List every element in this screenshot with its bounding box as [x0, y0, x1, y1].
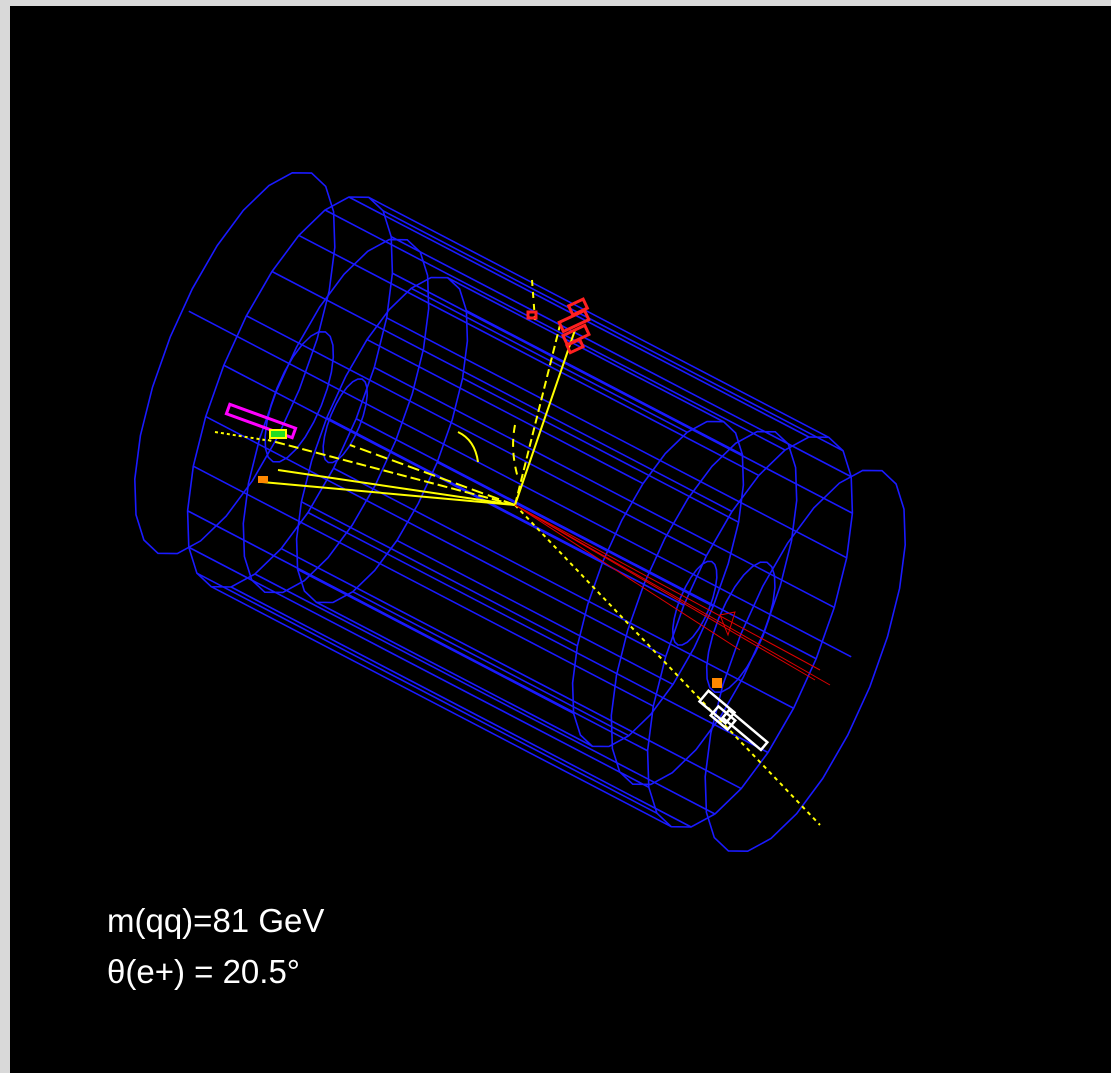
- hit: [719, 611, 736, 637]
- inner-line: [316, 601, 593, 747]
- inner-line: [352, 590, 630, 737]
- inner-line: [301, 501, 578, 647]
- beam-axis: [188, 310, 852, 658]
- detector-wireframe: [133, 171, 907, 853]
- barrel-line: [280, 547, 742, 790]
- angle-label: θ(e+) = 20.5°: [107, 953, 300, 990]
- yellow-tracks: [214, 279, 821, 826]
- end-disc: [704, 469, 907, 853]
- track: [457, 431, 479, 463]
- inner-ring: [322, 378, 369, 464]
- red-cluster: [526, 297, 591, 355]
- track: [514, 329, 576, 506]
- barrel-line: [230, 586, 692, 828]
- event-display: m(qq)=81 GeV θ(e+) = 20.5°: [10, 6, 1111, 1073]
- track: [514, 504, 741, 651]
- track: [277, 469, 516, 506]
- barrel-line: [307, 511, 769, 754]
- barrel-line: [205, 415, 667, 658]
- barrel-line: [187, 510, 648, 752]
- track: [261, 481, 516, 506]
- track: [214, 431, 266, 441]
- barrel-line: [386, 317, 848, 559]
- inner-line: [410, 287, 688, 434]
- barrel-line: [246, 315, 707, 557]
- barrel-line: [192, 465, 654, 707]
- barrel-line: [210, 585, 672, 828]
- inner-line: [447, 277, 724, 423]
- track: [514, 504, 816, 681]
- orange-hit: [712, 678, 722, 688]
- inner-ring: [671, 560, 718, 646]
- orange-hit: [258, 476, 268, 483]
- barrel-line: [324, 209, 786, 451]
- track: [514, 504, 831, 686]
- barrel-line: [348, 196, 810, 438]
- barrel-line: [333, 467, 794, 709]
- barrel-line: [390, 236, 852, 478]
- barrel-line: [368, 196, 830, 439]
- tracks: [214, 279, 831, 826]
- green-cluster: [269, 429, 287, 439]
- white-cluster: [697, 688, 770, 752]
- red-tracks: [514, 504, 831, 686]
- end-disc: [133, 171, 336, 555]
- track: [512, 424, 519, 479]
- barrel-line: [382, 210, 844, 452]
- barrel-line: [373, 366, 835, 609]
- track: [349, 444, 516, 506]
- inner-line: [462, 377, 739, 523]
- barrel-line: [223, 364, 685, 606]
- inner-ring: [264, 330, 335, 463]
- inner-line: [366, 338, 644, 485]
- magenta-cluster: [224, 402, 298, 440]
- cell: [564, 337, 586, 355]
- track: [514, 504, 821, 671]
- inner-line: [436, 461, 714, 607]
- inner-line: [297, 568, 575, 715]
- barrel-line: [271, 270, 733, 513]
- mass-label: m(qq)=81 GeV: [107, 902, 324, 939]
- inner-line: [396, 539, 674, 686]
- inner-line: [326, 417, 604, 563]
- track: [267, 439, 516, 506]
- barrel-line: [196, 572, 658, 814]
- track: [514, 504, 821, 826]
- barrel-line: [254, 573, 716, 815]
- barrel-line: [188, 546, 650, 788]
- cell: [526, 310, 538, 320]
- clusters: [224, 297, 770, 752]
- barrel-line: [298, 234, 760, 477]
- track: [514, 324, 561, 506]
- barrel-line: [392, 272, 853, 514]
- barrel-line: [355, 418, 817, 660]
- inner-line: [465, 309, 743, 456]
- cell: [708, 704, 738, 732]
- cell: [557, 308, 591, 334]
